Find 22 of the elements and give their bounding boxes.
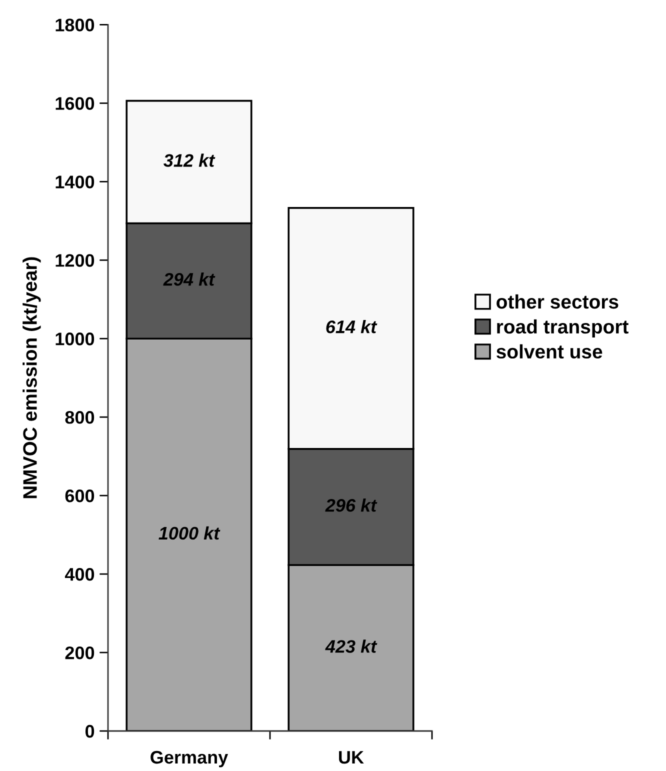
y-tick-label: 1000 (56, 332, 94, 346)
x-tick-label: Germany (150, 750, 228, 768)
data-label: 296 kt (325, 498, 378, 512)
y-tick-label: 1600 (56, 97, 94, 110)
x-tick-label: UK (339, 751, 364, 764)
y-tick-label: 1800 (56, 18, 94, 32)
y-tick-label: 800 (65, 411, 94, 424)
legend-label: other sectors (496, 294, 618, 309)
data-label: 294 kt (163, 272, 216, 286)
data-label: 312 kt (164, 154, 216, 167)
data-label: 614 kt (326, 320, 378, 334)
y-tick-label: 1400 (56, 176, 94, 188)
y-tick-label: 600 (65, 490, 94, 502)
y-axis-title: NMVOC emission (kt/year) (22, 257, 41, 498)
legend-label: road transport (497, 319, 628, 338)
legend-label: solvent use (496, 344, 602, 359)
data-label: 1000 kt (158, 526, 220, 540)
y-tick-label: 200 (65, 646, 94, 660)
y-tick-label: 0 (85, 724, 94, 738)
y-tick-label: 1200 (56, 254, 94, 267)
y-tick-label: 400 (64, 568, 94, 581)
data-label: 423 kt (325, 640, 378, 653)
